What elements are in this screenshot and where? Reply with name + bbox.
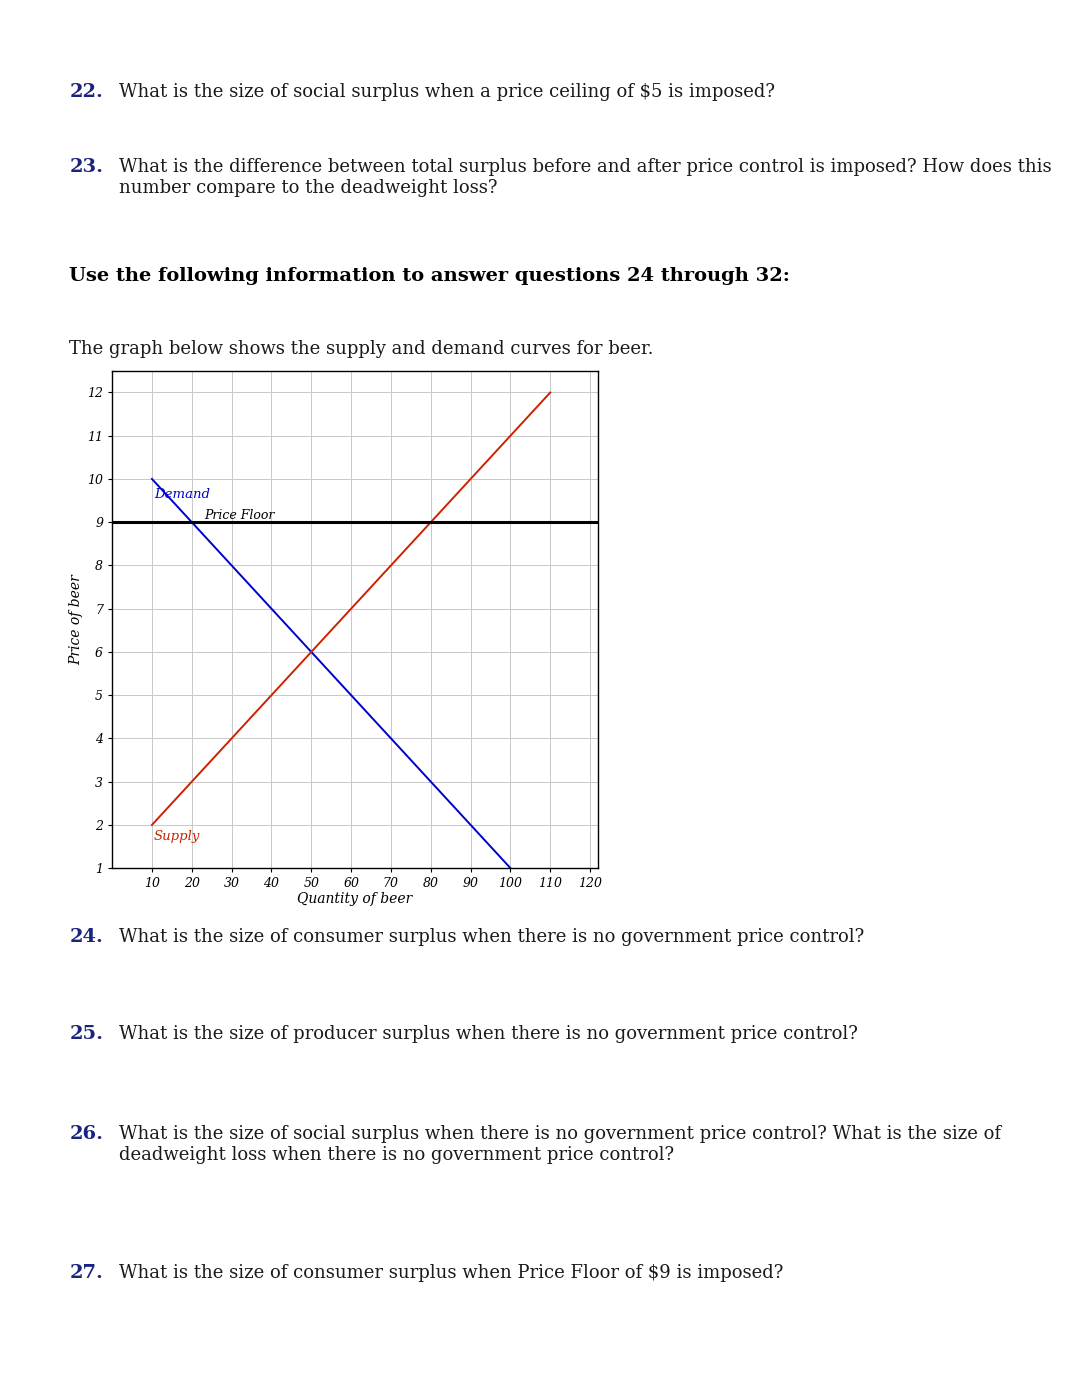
Text: Demand: Demand <box>154 489 210 501</box>
Text: 26.: 26. <box>69 1125 104 1143</box>
Text: Use the following information to answer questions 24 through 32:: Use the following information to answer … <box>69 267 790 285</box>
Text: 25.: 25. <box>69 1025 104 1043</box>
Text: What is the size of social surplus when a price ceiling of $5 is imposed?: What is the size of social surplus when … <box>119 83 774 101</box>
Text: What is the size of producer surplus when there is no government price control?: What is the size of producer surplus whe… <box>119 1025 858 1043</box>
Text: 23.: 23. <box>69 158 104 176</box>
Text: What is the size of social surplus when there is no government price control? Wh: What is the size of social surplus when … <box>119 1125 1001 1164</box>
Text: The graph below shows the supply and demand curves for beer.: The graph below shows the supply and dem… <box>69 340 654 358</box>
Text: Price Floor: Price Floor <box>204 508 274 522</box>
Text: 22.: 22. <box>69 83 104 101</box>
Text: What is the difference between total surplus before and after price control is i: What is the difference between total sur… <box>119 158 1051 197</box>
Text: What is the size of consumer surplus when there is no government price control?: What is the size of consumer surplus whe… <box>119 928 864 946</box>
Y-axis label: Price of beer: Price of beer <box>69 574 83 665</box>
Text: 27.: 27. <box>69 1264 104 1282</box>
X-axis label: Quantity of beer: Quantity of beer <box>298 892 412 906</box>
Text: What is the size of consumer surplus when Price Floor of $9 is imposed?: What is the size of consumer surplus whe… <box>119 1264 783 1282</box>
Text: Supply: Supply <box>154 831 201 843</box>
Text: 24.: 24. <box>69 928 104 946</box>
